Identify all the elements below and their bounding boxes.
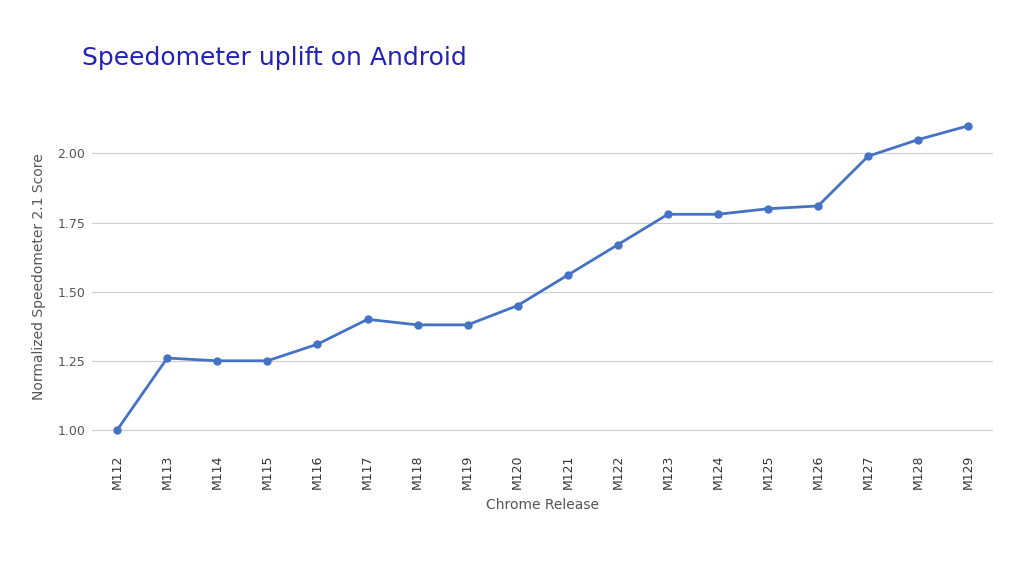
Y-axis label: Normalized Speedometer 2.1 Score: Normalized Speedometer 2.1 Score xyxy=(32,153,46,400)
X-axis label: Chrome Release: Chrome Release xyxy=(486,498,599,511)
Text: Speedometer uplift on Android: Speedometer uplift on Android xyxy=(82,46,467,70)
